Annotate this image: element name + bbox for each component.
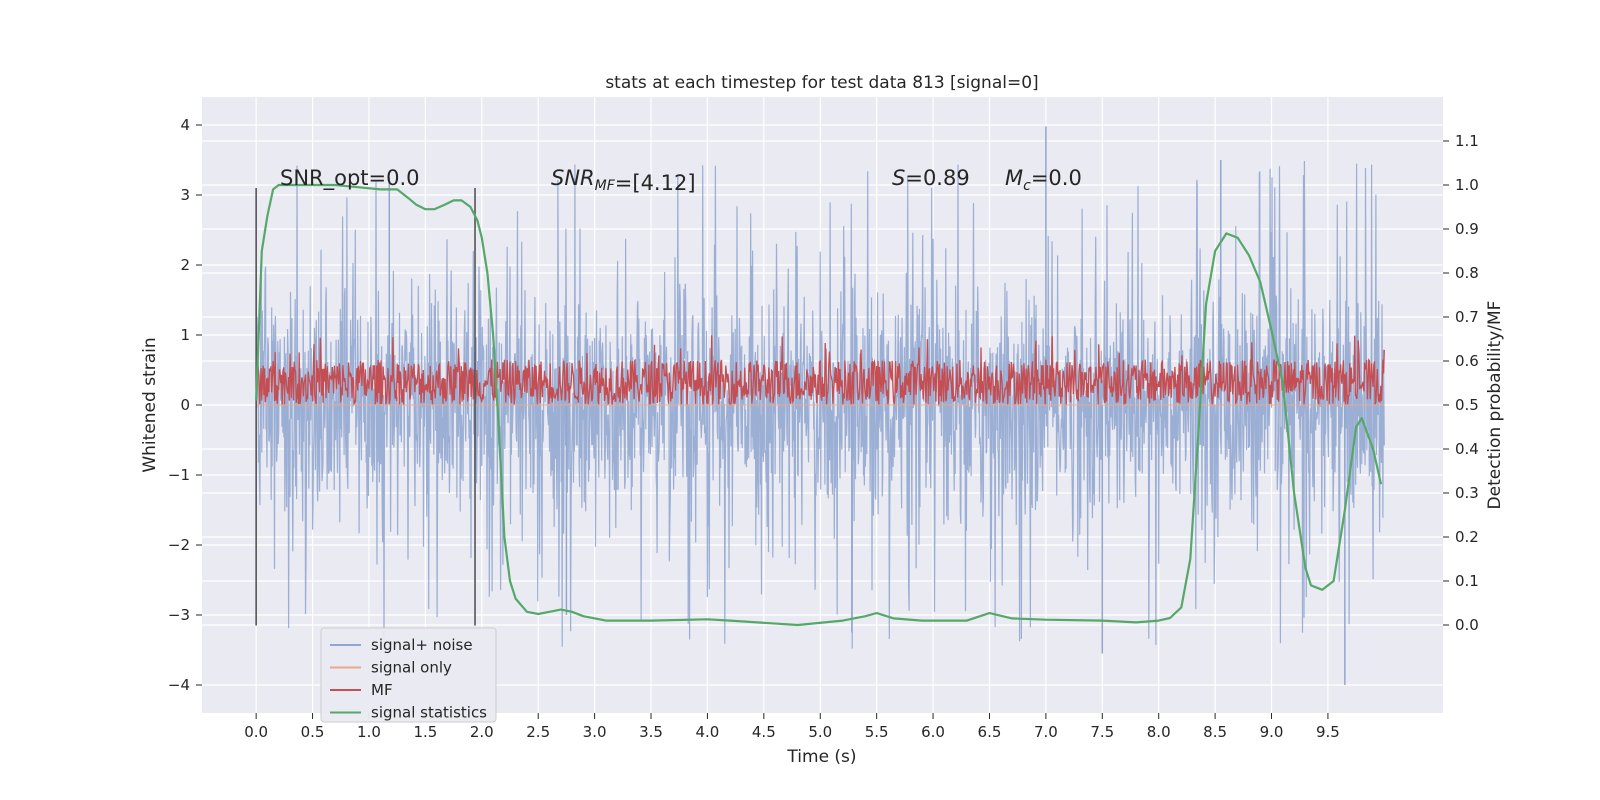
- x-tick-label: 9.5: [1316, 723, 1340, 741]
- axis-ticks: 0.0 0.5 1.0 1.5 2.0 2.5 3.0 3.5 4.0 4.5 5.0 5.5 6.0 6…: [168, 116, 1479, 741]
- x-tick-label: 2.0: [470, 723, 494, 741]
- x-tick-label: 8.0: [1147, 723, 1171, 741]
- y-right-tick-label: 1.0: [1455, 176, 1479, 194]
- snr-mf-sub: MF: [595, 178, 616, 194]
- signal-noise-line: [255, 160, 1385, 650]
- y-tick-label: 1: [180, 326, 190, 344]
- annotation-snr-opt: SNR_opt=0.0: [280, 166, 420, 191]
- snr-mf-value: =[4.12]: [615, 171, 696, 195]
- legend-label: signal+ noise: [371, 636, 473, 654]
- x-tick-label: 1.0: [357, 723, 381, 741]
- y-right-tick-label: 0.8: [1455, 264, 1479, 282]
- x-tick-label: 9.0: [1260, 723, 1284, 741]
- x-tick-label: 4.0: [695, 723, 719, 741]
- x-tick-label: 3.5: [639, 723, 663, 741]
- y-axis-right-label: Detection probability/MF: [1485, 301, 1505, 510]
- x-tick-label: 7.0: [1034, 723, 1058, 741]
- x-tick-label: 8.5: [1203, 723, 1227, 741]
- x-tick-label: 0.5: [301, 723, 325, 741]
- mc-sub: c: [1023, 178, 1031, 194]
- y-tick-label: 3: [180, 186, 190, 204]
- x-tick-label: 3.0: [583, 723, 607, 741]
- mf-series: [255, 335, 1385, 406]
- y-right-tick-label: 0.6: [1455, 352, 1479, 370]
- legend: signal+ noise signal only MF signal statist…: [320, 627, 497, 723]
- legend-label: signal only: [371, 659, 452, 677]
- x-tick-label: 4.5: [752, 723, 776, 741]
- vertical-markers: [255, 188, 476, 626]
- y-tick-label: −1: [168, 466, 190, 484]
- y-right-tick-label: 0.3: [1455, 484, 1479, 502]
- chart-title: stats at each timestep for test data 813…: [605, 73, 1038, 93]
- signal-statistics-series: [255, 183, 1383, 627]
- x-tick-label: 6.0: [921, 723, 945, 741]
- y-right-tick-label: 0.0: [1455, 616, 1479, 634]
- y-tick-label: −2: [168, 536, 190, 554]
- x-axis-label: Time (s): [786, 747, 856, 767]
- snr-mf-main: SNR: [551, 166, 595, 190]
- y-axis-label: Whitened strain: [140, 337, 160, 472]
- signal-statistics-line: [255, 183, 1383, 627]
- y-tick-label: 4: [180, 116, 190, 134]
- annotation-snr-mf: SNRMF=[4.12]: [551, 166, 696, 195]
- annotation-mc: Mc=0.0: [1005, 166, 1082, 194]
- x-tick-label: 5.0: [808, 723, 832, 741]
- x-tick-label: 5.5: [865, 723, 889, 741]
- x-tick-label: 1.5: [413, 723, 437, 741]
- y-tick-label: −4: [168, 676, 190, 694]
- x-tick-label: 0.0: [244, 723, 268, 741]
- y-tick-label: 2: [180, 256, 190, 274]
- legend-label: signal statistics: [371, 704, 487, 722]
- y-tick-label: −3: [168, 606, 190, 624]
- x-tick-label: 7.5: [1090, 723, 1114, 741]
- y-tick-label: 0: [180, 396, 190, 414]
- mc-value: =0.0: [1031, 166, 1082, 190]
- y-right-tick-label: 0.1: [1455, 572, 1479, 590]
- signal-noise-series: [255, 126, 1385, 685]
- s-value: =0.89: [905, 166, 969, 190]
- x-tick-label: 2.5: [526, 723, 550, 741]
- y-right-tick-label: 0.4: [1455, 440, 1479, 458]
- mf-line: [255, 335, 1385, 406]
- y-right-tick-label: 0.9: [1455, 220, 1479, 238]
- legend-box: [320, 627, 497, 723]
- s-label: S: [892, 166, 905, 190]
- annotation-s: S=0.89: [892, 166, 970, 190]
- y-right-tick-label: 0.7: [1455, 308, 1479, 326]
- y-right-tick-label: 1.1: [1455, 132, 1479, 150]
- legend-label: MF: [371, 681, 393, 699]
- y-right-tick-label: 0.5: [1455, 396, 1479, 414]
- x-tick-label: 6.5: [978, 723, 1002, 741]
- mc-main: M: [1005, 166, 1023, 190]
- y-right-tick-label: 0.2: [1455, 528, 1479, 546]
